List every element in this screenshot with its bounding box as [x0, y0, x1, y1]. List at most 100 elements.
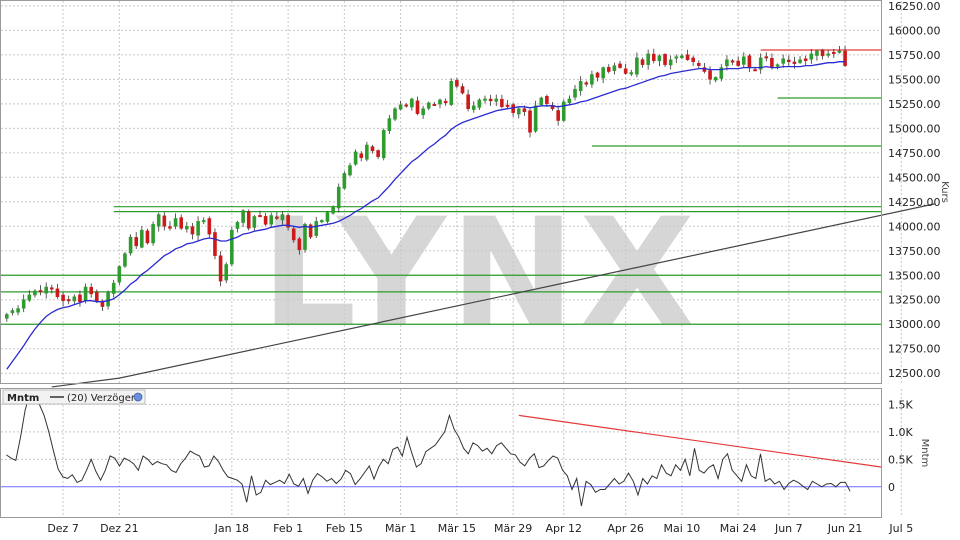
price-tick-label: 12500.00: [888, 367, 941, 380]
momentum-tick-label: 1.0K: [888, 426, 913, 439]
x-tick-label: Jan 18: [214, 522, 249, 535]
price-tick-label: 16000.00: [888, 24, 941, 37]
x-tick-label: Mär 1: [385, 522, 416, 535]
candle-body: [832, 51, 836, 54]
candle-body: [376, 150, 380, 157]
candle-body: [455, 80, 459, 87]
candle-body: [280, 214, 285, 221]
candle-body: [432, 103, 437, 106]
price-tick-label: 14500.00: [888, 171, 941, 184]
candle-body: [787, 59, 791, 62]
candle-body: [488, 98, 493, 102]
legend-info-icon[interactable]: [133, 392, 143, 402]
candle-body: [770, 57, 774, 68]
candle-body: [725, 59, 729, 67]
momentum-tick-label: 1.5K: [888, 398, 913, 411]
legend-series-label: (20) Verzögert: [67, 393, 139, 404]
candle-body: [27, 294, 32, 301]
price-tick-label: 14250.00: [888, 196, 941, 209]
candle-body: [61, 294, 65, 301]
x-tick-label: Feb 15: [326, 522, 363, 535]
candle-body: [410, 98, 414, 108]
candle-body: [140, 229, 144, 248]
candle-body: [691, 57, 695, 62]
legend-title: Mntm: [7, 393, 39, 404]
price-tick-label: 12750.00: [888, 343, 941, 356]
candle-body: [50, 287, 54, 290]
candle-body: [421, 108, 425, 116]
candle-body: [781, 58, 785, 64]
x-tick-label: Dez 7: [47, 522, 79, 535]
candle-body: [179, 217, 184, 229]
momentum-line: [6, 392, 851, 507]
candle-body: [494, 98, 499, 102]
candle-body: [516, 108, 521, 115]
candle-body: [291, 228, 296, 241]
x-tick-label: Jun 7: [774, 522, 803, 535]
candle-body: [336, 186, 341, 209]
candle-body: [629, 72, 634, 75]
candle-body: [263, 216, 268, 225]
candle-body: [764, 56, 769, 59]
ma-short-line: [6, 61, 846, 370]
x-ticks: Dez 7 Dez 21 Jan 18 Feb 1 Feb 15 Mär 1 Mär 15 M…: [47, 522, 913, 535]
candle-body: [72, 296, 77, 302]
candle-body: [618, 63, 622, 68]
candle-body: [702, 67, 707, 72]
candle-body: [168, 226, 172, 229]
x-tick-label: Jul 5: [888, 522, 913, 535]
x-tick-label: Mär 29: [494, 522, 532, 535]
candle-body: [471, 105, 476, 110]
candle-body: [16, 308, 20, 313]
candle-body: [224, 264, 229, 281]
candle-body: [601, 67, 605, 79]
candle-body: [78, 294, 82, 302]
candle-body: [359, 153, 364, 158]
candle-body: [156, 214, 161, 227]
candle-body: [308, 224, 313, 238]
candle-body: [713, 77, 718, 81]
candle-body: [325, 212, 330, 222]
candle-body: [21, 299, 26, 309]
candle-body: [635, 57, 639, 75]
candle-body: [370, 146, 375, 152]
price-tick-label: 15250.00: [888, 98, 941, 111]
candle-body: [117, 266, 122, 283]
candle-body: [651, 53, 656, 61]
candle-body: [539, 97, 544, 106]
price-tick-label: 14750.00: [888, 147, 941, 160]
candle-body: [466, 94, 470, 109]
candle-body: [590, 74, 594, 85]
candle-body: [151, 224, 155, 244]
candle-body: [685, 54, 690, 61]
candle-body: [758, 57, 763, 70]
candle-body: [314, 221, 319, 236]
candle-body: [753, 69, 757, 72]
candle-body: [381, 130, 386, 159]
candle-body: [320, 220, 324, 223]
candle-body: [218, 255, 223, 282]
candle-body: [196, 221, 200, 236]
x-tick-label: Mai 10: [664, 522, 701, 535]
candle-body: [404, 104, 409, 107]
candle-body: [674, 56, 679, 59]
candle-body: [843, 50, 847, 66]
x-tick-label: Apr 12: [546, 522, 583, 535]
candle-body: [252, 216, 257, 228]
candle-body: [213, 232, 217, 256]
candle-body: [708, 70, 712, 80]
candle-body: [820, 49, 825, 57]
candle-body: [95, 291, 99, 301]
price-tick-label: 15750.00: [888, 49, 941, 62]
candle-body: [483, 98, 487, 101]
candle-body: [173, 218, 178, 227]
candle-body: [241, 210, 245, 223]
momentum-tick-label: 0.5K: [888, 453, 913, 466]
candle-body: [505, 104, 510, 107]
momentum-series: [1, 392, 882, 507]
candle-body: [606, 67, 611, 72]
candle-body: [145, 230, 150, 244]
candle-body: [100, 300, 105, 307]
